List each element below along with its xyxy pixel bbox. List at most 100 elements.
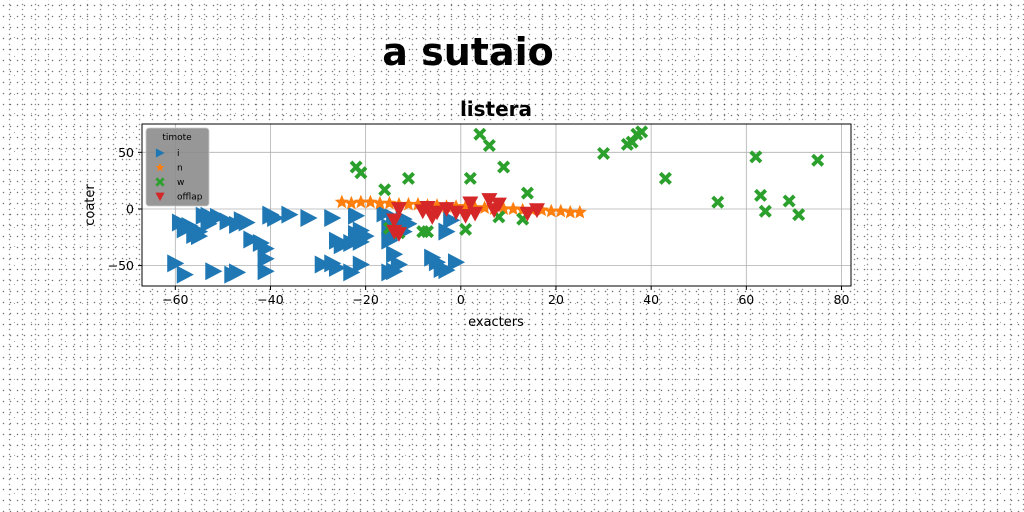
data-point	[390, 227, 407, 242]
x-tick-label: 0	[457, 292, 465, 307]
legend-entry-offlap: offlap	[155, 192, 203, 203]
x-tick-label: 40	[643, 292, 659, 307]
data-point	[401, 171, 415, 185]
data-point	[553, 203, 568, 218]
data-point	[352, 255, 370, 274]
data-point	[257, 249, 275, 268]
data-marks	[167, 125, 825, 284]
data-point	[457, 208, 474, 224]
data-point	[372, 195, 388, 210]
data-point	[344, 195, 359, 210]
data-point	[354, 166, 368, 180]
data-point	[635, 125, 649, 139]
data-point	[658, 171, 672, 185]
legend-label: i	[177, 149, 180, 159]
data-point	[462, 196, 479, 212]
data-point	[438, 261, 456, 280]
data-point	[401, 196, 416, 211]
data-point	[520, 186, 534, 200]
data-point	[314, 255, 332, 274]
data-point	[496, 201, 511, 216]
data-point	[343, 263, 361, 282]
data-point	[597, 146, 611, 160]
legend: timote inw offlap	[145, 127, 210, 207]
legend-marker	[155, 192, 165, 202]
data-point	[324, 209, 342, 228]
data-point	[229, 263, 247, 282]
data-point	[200, 214, 218, 233]
plot-frame	[141, 123, 852, 287]
x-tick-label: 80	[834, 292, 850, 307]
data-point	[378, 183, 392, 197]
data-point	[447, 253, 466, 272]
legend-title: timote	[162, 133, 192, 143]
data-point	[219, 212, 237, 231]
y-axis-label: coater	[83, 184, 98, 226]
data-point	[467, 206, 484, 222]
data-point	[625, 135, 639, 149]
y-tick-label: 0	[126, 201, 134, 216]
data-point	[749, 150, 763, 164]
data-point	[490, 197, 507, 213]
data-point	[328, 258, 347, 277]
data-point	[386, 245, 404, 264]
data-point	[205, 262, 223, 281]
data-point	[181, 216, 199, 235]
x-tick-label: 20	[548, 292, 564, 307]
data-point	[438, 222, 456, 241]
data-point	[506, 201, 521, 216]
chart-title: listera	[460, 97, 532, 121]
data-point	[482, 139, 496, 153]
data-point	[481, 193, 498, 208]
data-point	[497, 160, 511, 174]
data-point	[300, 209, 318, 228]
series-w	[349, 125, 825, 240]
data-point	[473, 127, 487, 141]
data-point	[281, 205, 299, 224]
legend-entry-n: n	[155, 162, 183, 174]
legend-marker	[155, 162, 165, 172]
data-point	[267, 209, 285, 228]
x-tick-label: −40	[257, 292, 283, 307]
figure-suptitle: a sutaio	[382, 30, 553, 74]
data-point	[390, 202, 407, 217]
data-point	[243, 230, 261, 249]
data-point	[421, 225, 434, 239]
data-point	[782, 194, 796, 208]
legend-label: w	[177, 178, 184, 188]
x-axis-label: exacters	[468, 315, 524, 330]
legend-entry-i: i	[155, 148, 180, 159]
legend-marker	[155, 148, 165, 158]
legend-label: offlap	[177, 193, 203, 203]
data-point	[382, 195, 397, 210]
data-point	[528, 203, 545, 219]
data-point	[333, 236, 351, 255]
data-point	[191, 227, 209, 246]
legend-marker	[155, 177, 165, 187]
data-point	[544, 203, 559, 218]
data-point	[353, 194, 369, 209]
y-tick-label: −50	[108, 258, 134, 273]
data-point	[390, 255, 408, 274]
data-point	[572, 204, 587, 219]
y-tick-label: 50	[118, 145, 134, 160]
x-tick-label: 60	[738, 292, 754, 307]
data-point	[210, 207, 228, 226]
axis-ticks: −60 −40 −20 0 20 40 60 80 −50 0 50	[108, 145, 850, 307]
data-point	[563, 204, 578, 219]
data-point	[463, 171, 477, 185]
legend-label: n	[177, 164, 183, 174]
data-point	[758, 204, 772, 218]
series-offlap	[386, 193, 545, 242]
data-point	[754, 188, 768, 202]
data-point	[363, 194, 378, 209]
data-point	[167, 254, 185, 273]
data-point	[357, 227, 375, 246]
data-point	[386, 213, 403, 229]
data-point	[238, 213, 256, 232]
data-point	[376, 204, 394, 223]
legend-box	[145, 127, 210, 207]
data-point	[419, 201, 436, 216]
data-point	[176, 265, 194, 284]
